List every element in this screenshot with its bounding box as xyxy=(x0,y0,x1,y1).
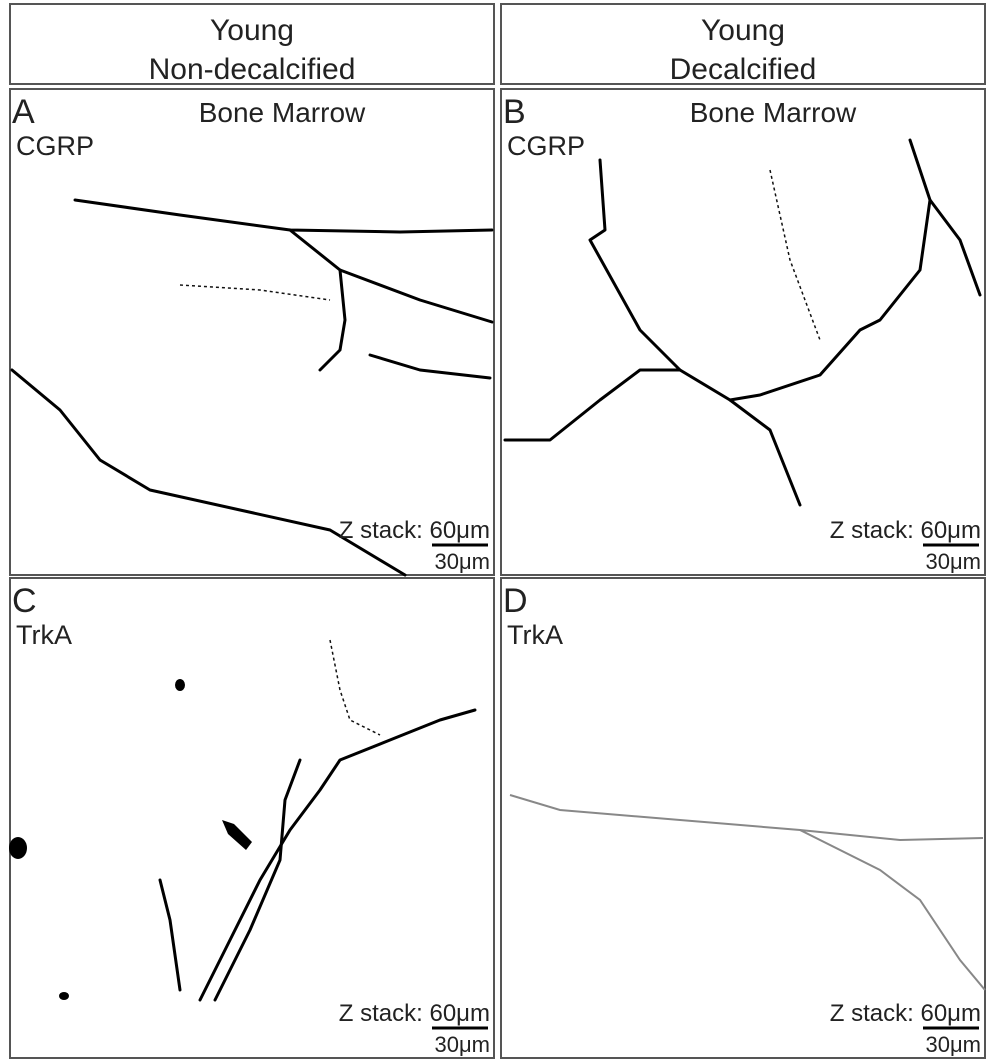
scale-bar-label: 30μm xyxy=(926,549,981,574)
nerves-d xyxy=(509,794,986,991)
scale-bar-label: 30μm xyxy=(435,1032,490,1057)
z-stack-label: Z stack: 60μm xyxy=(830,517,981,544)
column-title: Young xyxy=(701,14,785,47)
panel-letter: B xyxy=(503,93,526,131)
z-stack-label: Z stack: 60μm xyxy=(339,1000,490,1027)
stain-label: CGRP xyxy=(16,131,94,161)
stain-label: TrkA xyxy=(507,620,563,650)
stain-label: TrkA xyxy=(16,620,72,650)
panel-letter: D xyxy=(503,582,528,620)
region-label: Bone Marrow xyxy=(199,97,366,128)
scale-bar-label: 30μm xyxy=(435,549,490,574)
z-stack-label: Z stack: 60μm xyxy=(830,1000,981,1027)
column-title: Young xyxy=(210,14,294,47)
panel-box xyxy=(500,88,986,576)
panel-letter: C xyxy=(12,582,37,620)
scale-bar-label: 30μm xyxy=(926,1032,981,1057)
panel-box xyxy=(500,577,986,1059)
nerves-c xyxy=(9,639,477,1002)
region-label: Bone Marrow xyxy=(690,97,857,128)
column-subtitle: Decalcified xyxy=(670,53,817,86)
nerves-b xyxy=(503,138,982,507)
stain-label: CGRP xyxy=(507,131,585,161)
header-box xyxy=(9,3,495,85)
header-box xyxy=(500,3,986,85)
column-subtitle: Non-decalcified xyxy=(149,53,356,86)
nerves-a xyxy=(10,198,494,577)
z-stack-label: Z stack: 60μm xyxy=(339,517,490,544)
panel-letter: A xyxy=(12,93,35,131)
panel-box xyxy=(9,88,495,576)
panel-box xyxy=(9,577,495,1059)
